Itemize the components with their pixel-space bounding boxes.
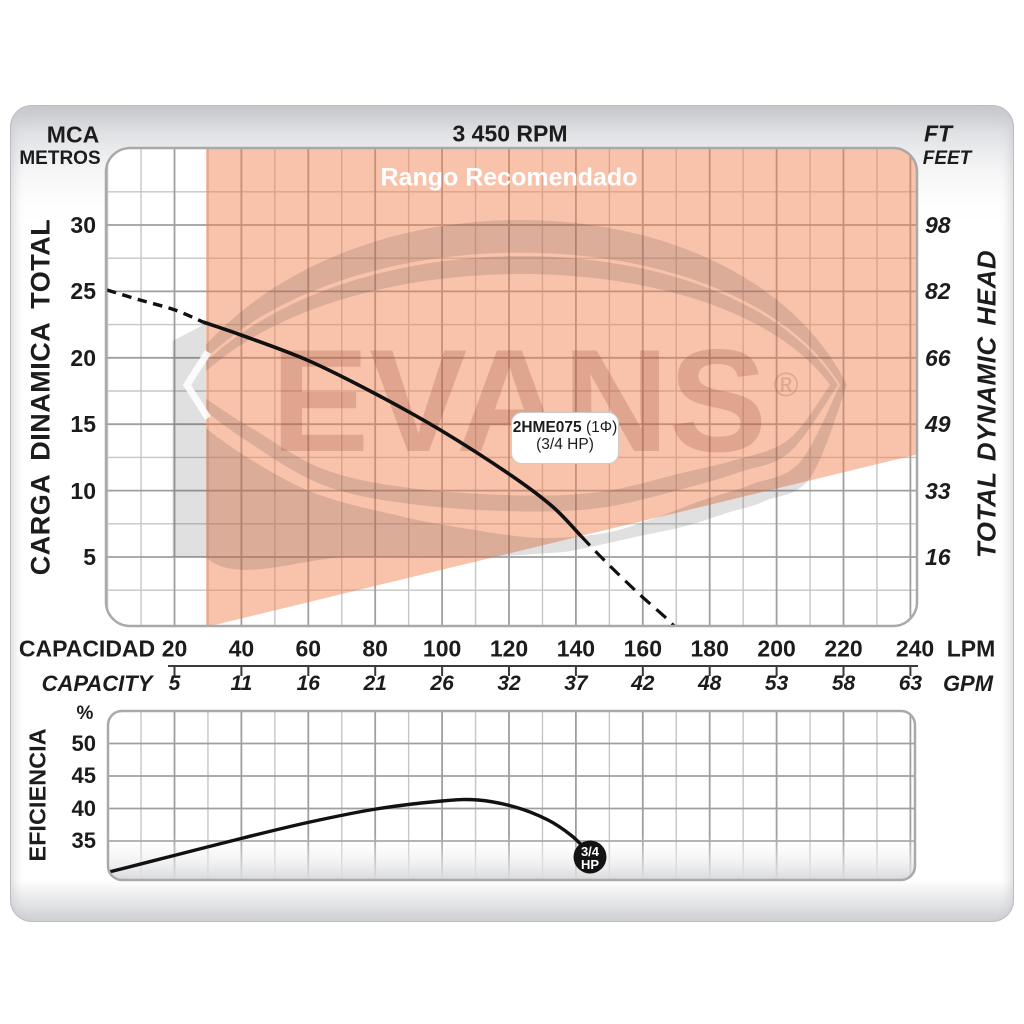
svg-text:®: ® — [773, 366, 798, 404]
svg-text:HP: HP — [581, 857, 599, 872]
svg-text:3/4: 3/4 — [581, 844, 600, 859]
